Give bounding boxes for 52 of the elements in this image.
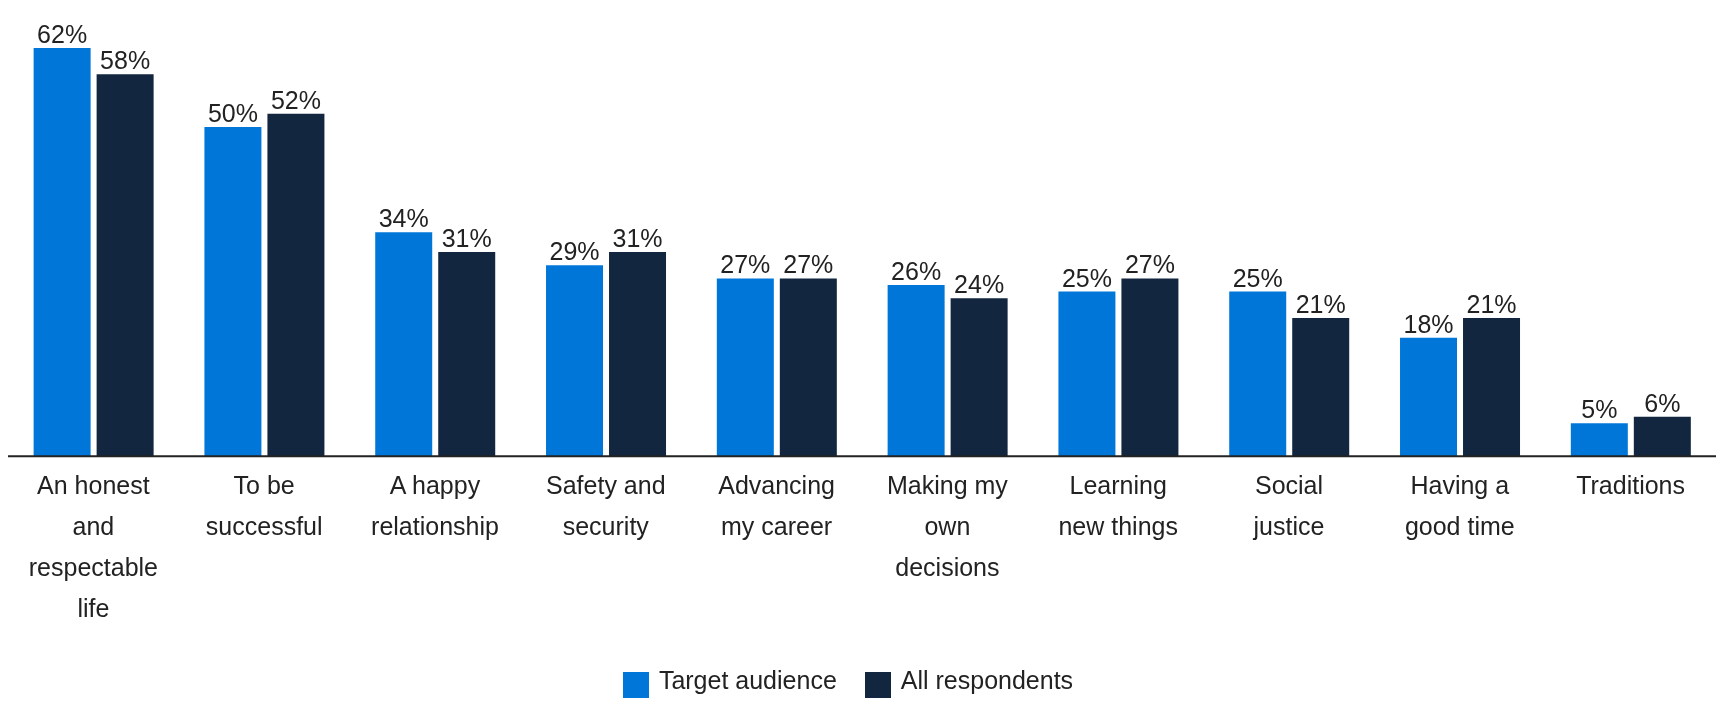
x-tick-label: Having a good time [1404, 471, 1515, 541]
x-tick-label: An honest and respectable life [28, 471, 159, 623]
bar [375, 232, 433, 457]
bar [204, 127, 262, 457]
bar [609, 252, 667, 457]
bar [267, 113, 325, 457]
data-label: 31% [612, 224, 663, 253]
bar [1400, 337, 1458, 457]
x-tick-label: Advancing my career [718, 471, 835, 541]
x-tick-label: To be successful [205, 471, 323, 541]
bar [1058, 291, 1116, 457]
data-label: 62% [37, 20, 88, 48]
data-label: 27% [783, 250, 834, 279]
bar [950, 298, 1008, 457]
x-tick-label: Safety and security [546, 471, 666, 541]
data-label: 21% [1466, 289, 1517, 318]
bar [887, 285, 945, 457]
bar [1229, 291, 1287, 457]
data-label: 27% [1124, 250, 1175, 279]
legend-label: Target audience [658, 666, 837, 695]
x-tick-label: Social justice [1252, 471, 1325, 541]
data-label: 31% [441, 224, 492, 253]
data-label: 18% [1403, 309, 1454, 338]
bar [1633, 416, 1691, 457]
bar [1121, 278, 1179, 457]
data-label: 21% [1295, 289, 1346, 318]
bar [1292, 317, 1350, 457]
data-label: 29% [549, 237, 600, 266]
data-label: 34% [378, 204, 429, 233]
bar [1463, 317, 1521, 457]
bar [779, 278, 837, 457]
bar [96, 74, 154, 457]
data-label: 25% [1061, 263, 1112, 292]
x-tick-label: Traditions [1576, 471, 1686, 500]
data-label: 25% [1232, 263, 1283, 292]
data-label: 50% [207, 99, 258, 128]
bar [546, 265, 604, 457]
x-tick-label: Learning new things [1058, 471, 1178, 541]
bar [1570, 423, 1628, 457]
data-label: 24% [954, 270, 1005, 299]
data-label: 58% [100, 46, 151, 75]
data-label: 26% [891, 257, 942, 286]
legend-label: All respondents [900, 666, 1074, 695]
x-tick-label: Making my own decisions [886, 471, 1009, 582]
data-label: 27% [720, 250, 771, 279]
data-label: 52% [270, 85, 321, 114]
bar [438, 252, 496, 457]
bar [716, 278, 774, 457]
data-label: 6% [1644, 388, 1681, 417]
x-tick-label: A happy relationship [371, 471, 499, 541]
bar [33, 48, 91, 457]
data-label: 5% [1581, 395, 1618, 424]
